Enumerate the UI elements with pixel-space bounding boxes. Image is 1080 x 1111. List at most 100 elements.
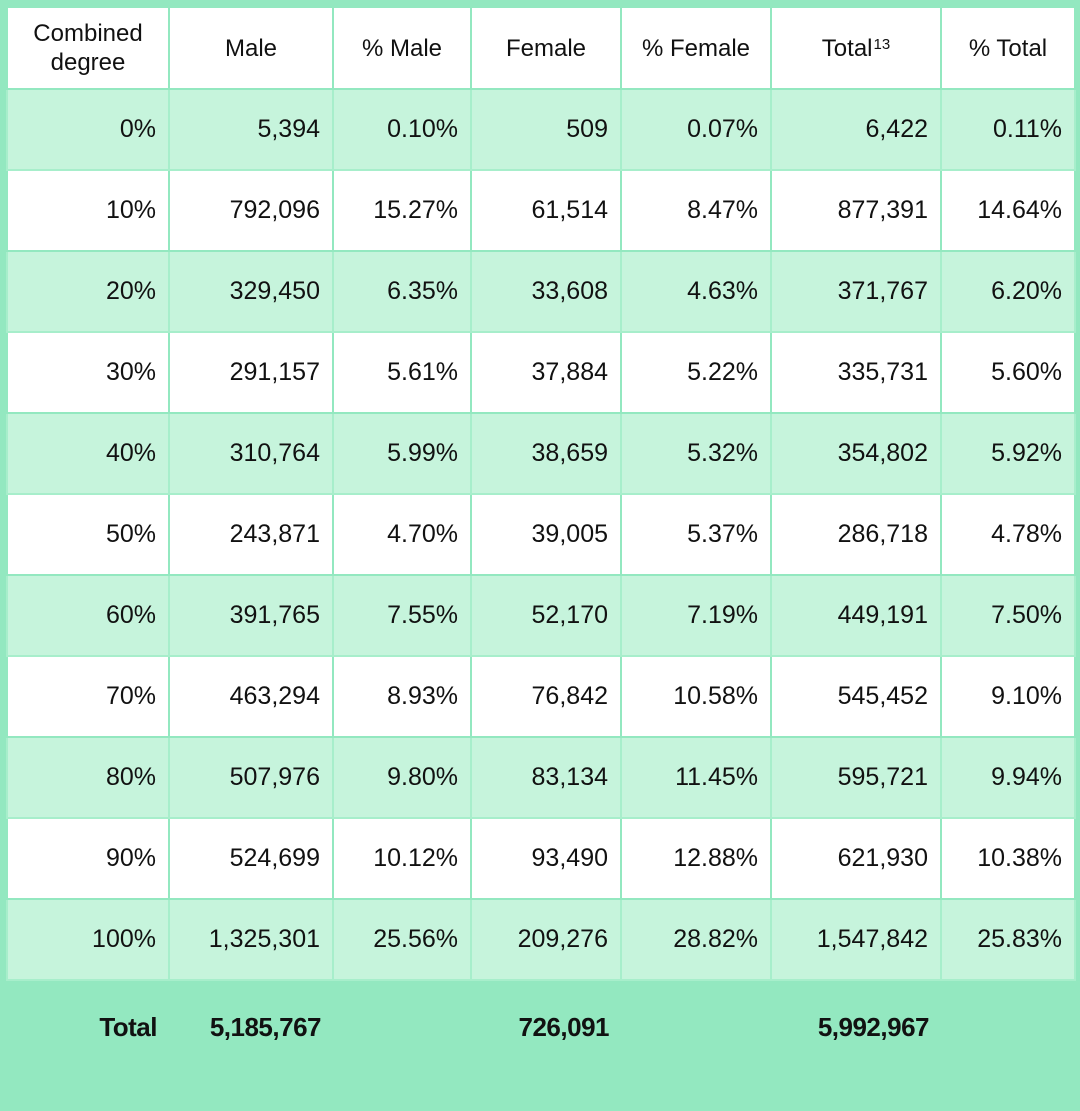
cell-degree: 100% <box>6 898 170 981</box>
header-pct-male: % Male <box>332 6 472 90</box>
cell-female: 93,490 <box>470 817 622 900</box>
cell-total: 545,452 <box>770 655 942 738</box>
cell-male: 524,699 <box>168 817 334 900</box>
cell-pct-male: 5.61% <box>332 331 472 414</box>
cell-male: 507,976 <box>168 736 334 819</box>
cell-male: 329,450 <box>168 250 334 333</box>
cell-pct-total: 7.50% <box>940 574 1076 657</box>
cell-male: 1,325,301 <box>168 898 334 981</box>
cell-male: 291,157 <box>168 331 334 414</box>
cell-total: 621,930 <box>770 817 942 900</box>
cell-pct-female: 0.07% <box>620 88 772 171</box>
cell-pct-total: 0.11% <box>940 88 1076 171</box>
header-pct-total: % Total <box>940 6 1076 90</box>
cell-pct-male: 5.99% <box>332 412 472 495</box>
cell-female: 37,884 <box>470 331 622 414</box>
table-row: 100% 1,325,301 25.56% 209,276 28.82% 1,547,84… <box>6 898 1076 981</box>
cell-pct-male: 10.12% <box>332 817 472 900</box>
header-combined-degree: Combined degree <box>6 6 170 90</box>
table-row: 80% 507,976 9.80% 83,134 11.45% 595,721 9.94% <box>6 736 1076 819</box>
cell-female: 33,608 <box>470 250 622 333</box>
cell-pct-female: 11.45% <box>620 736 772 819</box>
cell-pct-female: 28.82% <box>620 898 772 981</box>
cell-pct-total: 9.94% <box>940 736 1076 819</box>
cell-female: 52,170 <box>470 574 622 657</box>
cell-total: 595,721 <box>770 736 942 819</box>
cell-degree: 10% <box>6 169 170 252</box>
header-pct-male-label: % Male <box>361 34 443 62</box>
cell-pct-total: 4.78% <box>940 493 1076 576</box>
cell-male: 391,765 <box>168 574 334 657</box>
cell-pct-total: 9.10% <box>940 655 1076 738</box>
header-total-label: Total <box>821 34 873 62</box>
cell-degree: 0% <box>6 88 170 171</box>
cell-pct-total: 5.92% <box>940 412 1076 495</box>
cell-degree: 40% <box>6 412 170 495</box>
header-female: Female <box>470 6 622 90</box>
cell-pct-total: 5.60% <box>940 331 1076 414</box>
cell-degree: 70% <box>6 655 170 738</box>
cell-degree: 50% <box>6 493 170 576</box>
disability-degree-table: Combined degree Male % Male Female % Female T… <box>6 6 1076 1073</box>
cell-pct-male: 15.27% <box>332 169 472 252</box>
table-row: 30% 291,157 5.61% 37,884 5.22% 335,731 5.60% <box>6 331 1076 414</box>
cell-pct-female: 5.22% <box>620 331 772 414</box>
cell-male: 463,294 <box>168 655 334 738</box>
header-female-label: Female <box>505 34 587 62</box>
cell-pct-female: 4.63% <box>620 250 772 333</box>
table-row: 50% 243,871 4.70% 39,005 5.37% 286,718 4.78% <box>6 493 1076 576</box>
cell-degree: 20% <box>6 250 170 333</box>
table-body: 0% 5,394 0.10% 509 0.07% 6,422 0.11% 10% 792,096… <box>6 88 1076 981</box>
total-row: Total 5,185,767 726,091 5,992,967 <box>7 980 1075 1073</box>
cell-total: 286,718 <box>770 493 942 576</box>
cell-female: 38,659 <box>470 412 622 495</box>
cell-degree: 30% <box>6 331 170 414</box>
cell-degree: 90% <box>6 817 170 900</box>
table-header: Combined degree Male % Male Female % Female T… <box>6 6 1076 90</box>
cell-female: 76,842 <box>470 655 622 738</box>
total-total: 5,992,967 <box>771 980 941 1073</box>
total-female: 726,091 <box>471 980 621 1073</box>
header-total: Total13 <box>770 6 942 90</box>
cell-pct-male: 7.55% <box>332 574 472 657</box>
cell-male: 5,394 <box>168 88 334 171</box>
table-row: 70% 463,294 8.93% 76,842 10.58% 545,452 9.10% <box>6 655 1076 738</box>
cell-female: 61,514 <box>470 169 622 252</box>
table-row: 40% 310,764 5.99% 38,659 5.32% 354,802 5.92% <box>6 412 1076 495</box>
cell-total: 1,547,842 <box>770 898 942 981</box>
cell-total: 449,191 <box>770 574 942 657</box>
cell-total: 371,767 <box>770 250 942 333</box>
cell-pct-male: 9.80% <box>332 736 472 819</box>
cell-female: 39,005 <box>470 493 622 576</box>
cell-pct-total: 25.83% <box>940 898 1076 981</box>
header-male: Male <box>168 6 334 90</box>
cell-total: 877,391 <box>770 169 942 252</box>
total-label: Total <box>7 980 169 1073</box>
cell-female: 209,276 <box>470 898 622 981</box>
cell-pct-female: 7.19% <box>620 574 772 657</box>
header-pct-total-label: % Total <box>968 34 1048 62</box>
cell-male: 243,871 <box>168 493 334 576</box>
cell-male: 792,096 <box>168 169 334 252</box>
cell-pct-male: 0.10% <box>332 88 472 171</box>
total-male: 5,185,767 <box>169 980 333 1073</box>
cell-degree: 60% <box>6 574 170 657</box>
cell-male: 310,764 <box>168 412 334 495</box>
table-row: 90% 524,699 10.12% 93,490 12.88% 621,930 10.38… <box>6 817 1076 900</box>
cell-degree: 80% <box>6 736 170 819</box>
cell-total: 335,731 <box>770 331 942 414</box>
total-pct-total <box>941 980 1075 1073</box>
table-row: 20% 329,450 6.35% 33,608 4.63% 371,767 6.20% <box>6 250 1076 333</box>
table-footer: Total 5,185,767 726,091 5,992,967 <box>7 980 1075 1073</box>
cell-female: 509 <box>470 88 622 171</box>
cell-pct-female: 5.32% <box>620 412 772 495</box>
cell-pct-female: 12.88% <box>620 817 772 900</box>
header-male-label: Male <box>224 34 278 62</box>
cell-pct-total: 10.38% <box>940 817 1076 900</box>
header-pct-female: % Female <box>620 6 772 90</box>
cell-pct-male: 8.93% <box>332 655 472 738</box>
footnote-marker: 13 <box>873 35 891 53</box>
cell-pct-male: 4.70% <box>332 493 472 576</box>
total-pct-male <box>333 980 471 1073</box>
